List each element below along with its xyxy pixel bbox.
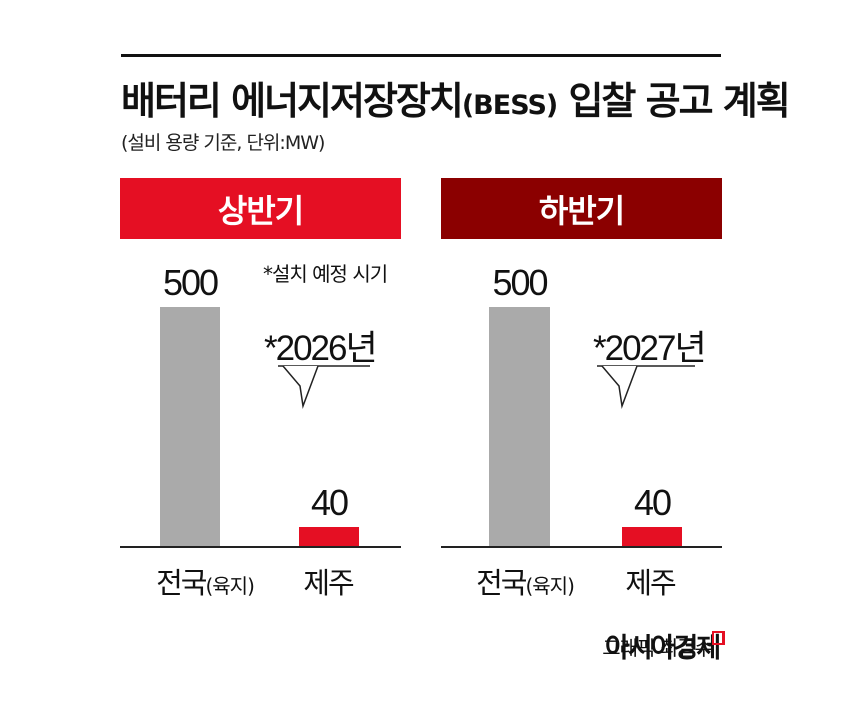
panel2-category-jeju: 제주 [625, 566, 676, 600]
brand-mark-icon [712, 631, 725, 645]
brand-logo: 아시아경제 [605, 633, 721, 664]
panel2-baseline [441, 546, 722, 548]
panel-header-second-half: 하반기 [441, 178, 722, 239]
panel1-bar-jeju [299, 527, 359, 546]
panel1-value-national: 500 [162, 262, 219, 303]
panel1-value-jeju: 40 [310, 482, 349, 523]
panel2-bar-national [489, 307, 550, 546]
chart-title: 배터리 에너지저장장치(BESS) 입찰 공고 계획 [121, 70, 791, 125]
panel2-value-national: 500 [492, 262, 548, 303]
panel2-callout: *2027년 [593, 329, 707, 368]
panel1-cat-paren: (육지) [205, 574, 254, 598]
title-rule [121, 54, 721, 57]
panel2-category-national: 전국(육지) [460, 560, 590, 602]
panel2-cat-main: 전국 [476, 566, 527, 600]
title-paren: (BESS) [461, 90, 558, 121]
panel2-bar-jeju [622, 527, 682, 546]
chart-subtitle: (설비 용량 기준, 단위:MW) [121, 132, 325, 154]
install-note: *설치 예정 시기 [263, 262, 388, 286]
graphic-credit: 그래픽 최길수 [602, 636, 713, 660]
panel1-baseline [120, 546, 401, 548]
panel2-cat-paren: (육지) [525, 574, 574, 598]
panel1-callout: *2026년 [264, 329, 378, 368]
panel2-value-jeju: 40 [633, 482, 672, 523]
panel1-bar-national [160, 307, 220, 546]
panel1-category-national: 전국(육지) [140, 560, 270, 602]
panel1-category-jeju: 제주 [303, 566, 354, 600]
title-main: 배터리 에너지저장장치 [121, 79, 464, 123]
panel-header-first-half: 상반기 [120, 178, 401, 239]
title-tail: 입찰 공고 계획 [557, 79, 790, 123]
panel1-cat-main: 전국 [156, 566, 207, 600]
